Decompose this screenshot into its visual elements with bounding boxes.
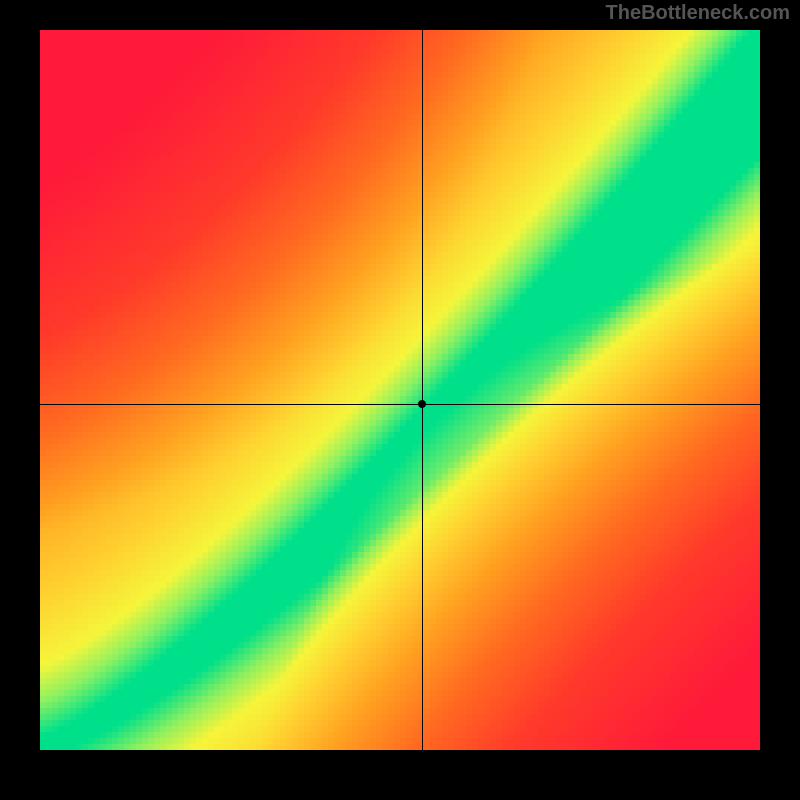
crosshair-marker [418,400,426,408]
crosshair-horizontal [40,404,760,405]
heatmap-plot [40,30,760,750]
chart-container: TheBottleneck.com [0,0,800,800]
watermark-text: TheBottleneck.com [606,2,790,25]
crosshair-vertical [422,30,423,750]
heatmap-canvas [40,30,760,750]
